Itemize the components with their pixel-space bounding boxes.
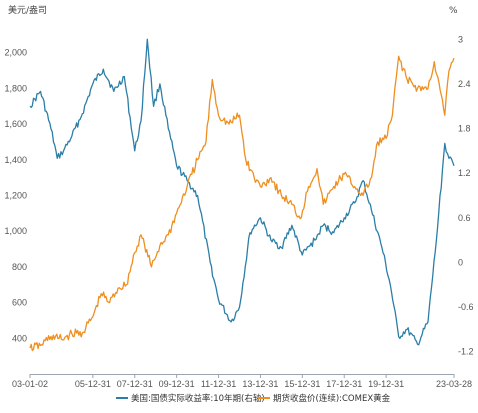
right-axis: -1.2 -0.6 0 0.6 1.2 1.8 2.4 3 bbox=[458, 34, 474, 356]
x-tick-label: 13-12-31 bbox=[242, 379, 278, 389]
x-tick-label: 23-03-28 bbox=[436, 379, 472, 389]
left-tick-label: 2,000 bbox=[4, 48, 27, 58]
left-tick-label: 1,600 bbox=[4, 119, 27, 129]
right-tick-label: -1.2 bbox=[458, 347, 474, 357]
x-tick-label: 09-12-31 bbox=[159, 379, 195, 389]
x-axis: 03-01-02 05-12-31 07-12-31 09-12-31 11-12-31… bbox=[12, 374, 472, 389]
right-tick-label: 2.4 bbox=[458, 79, 471, 89]
series-line bbox=[29, 38, 455, 346]
left-tick-label: 800 bbox=[12, 262, 27, 272]
legend: 美国:国债实际收益率:10年期(右轴) 期货收盘价(连续):COMEX黄金 bbox=[116, 393, 391, 404]
left-tick-label: 1,200 bbox=[4, 191, 27, 201]
left-tick-label: 1,800 bbox=[4, 83, 27, 93]
right-tick-label: -0.6 bbox=[458, 302, 474, 312]
x-tick-label: 17-12-31 bbox=[326, 379, 362, 389]
right-tick-label: 1.2 bbox=[458, 168, 471, 178]
left-tick-label: 1,400 bbox=[4, 155, 27, 165]
right-tick-label: 0 bbox=[458, 257, 463, 267]
right-axis-unit: % bbox=[449, 6, 458, 16]
plot-area bbox=[29, 38, 455, 352]
x-tick-label: 19-12-31 bbox=[368, 379, 404, 389]
legend-label-real-yield: 美国:国债实际收益率:10年期(右轴) bbox=[131, 393, 265, 404]
series-line bbox=[29, 55, 455, 352]
left-axis-unit: 美元/盎司 bbox=[8, 4, 47, 16]
x-tick-label: 03-01-02 bbox=[12, 379, 48, 389]
left-tick-label: 400 bbox=[12, 333, 27, 343]
left-tick-label: 1,000 bbox=[4, 226, 27, 236]
left-axis: 400 600 800 1,000 1,200 1,400 1,600 1,800 2,000 bbox=[4, 48, 27, 344]
right-tick-label: 3 bbox=[458, 34, 463, 44]
left-tick-label: 600 bbox=[12, 298, 27, 308]
legend-label-gold: 期货收盘价(连续):COMEX黄金 bbox=[273, 393, 391, 404]
x-tick-label: 11-12-31 bbox=[201, 379, 236, 389]
x-tick-label: 05-12-31 bbox=[75, 379, 111, 389]
right-tick-label: 1.8 bbox=[458, 124, 471, 134]
x-tick-label: 07-12-31 bbox=[117, 379, 153, 389]
x-tick-label: 15-12-31 bbox=[284, 379, 320, 389]
right-tick-label: 0.6 bbox=[458, 213, 471, 223]
